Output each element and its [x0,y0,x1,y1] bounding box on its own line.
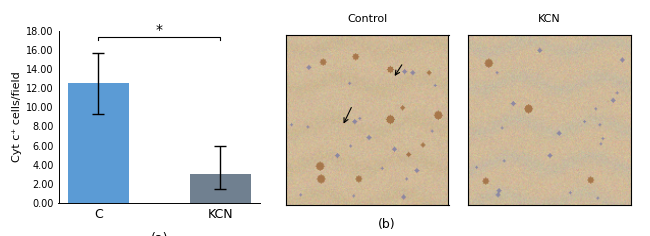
Y-axis label: Cyt c⁺ cells/field: Cyt c⁺ cells/field [12,72,22,162]
Text: (a): (a) [151,232,168,236]
Text: KCN: KCN [538,13,560,24]
Text: *: * [156,23,162,37]
Bar [190,174,251,203]
Text: Control: Control [347,13,387,24]
Bar [68,83,129,203]
Text: (b): (b) [378,218,396,231]
